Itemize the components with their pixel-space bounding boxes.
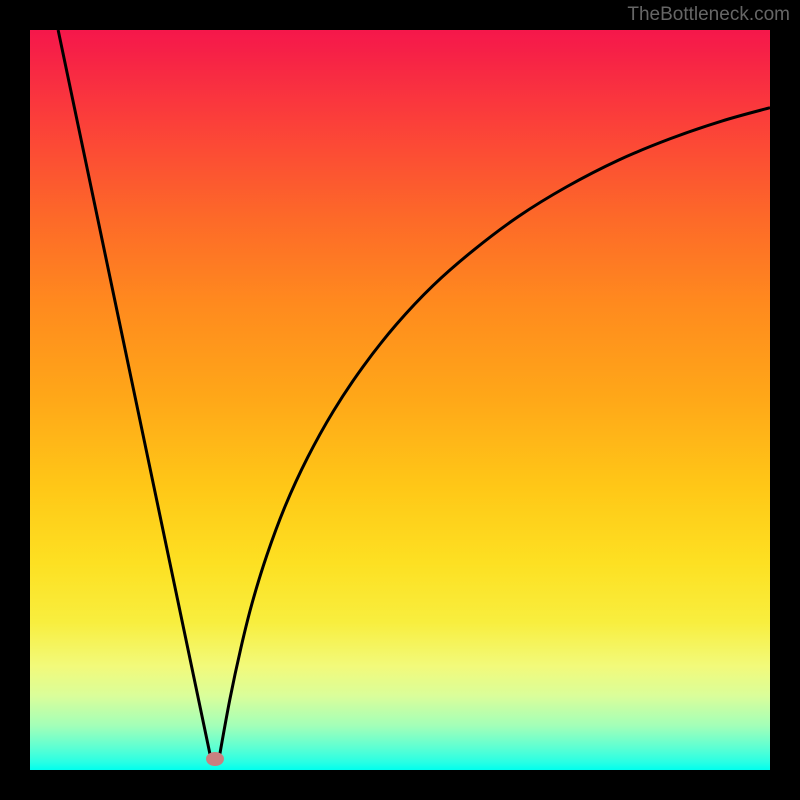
plot-area xyxy=(30,30,770,770)
curve-left-branch xyxy=(58,30,211,760)
watermark-text: TheBottleneck.com xyxy=(627,4,790,26)
curve-svg xyxy=(30,30,770,770)
curve-right-branch xyxy=(219,108,770,761)
minimum-marker xyxy=(206,752,224,766)
